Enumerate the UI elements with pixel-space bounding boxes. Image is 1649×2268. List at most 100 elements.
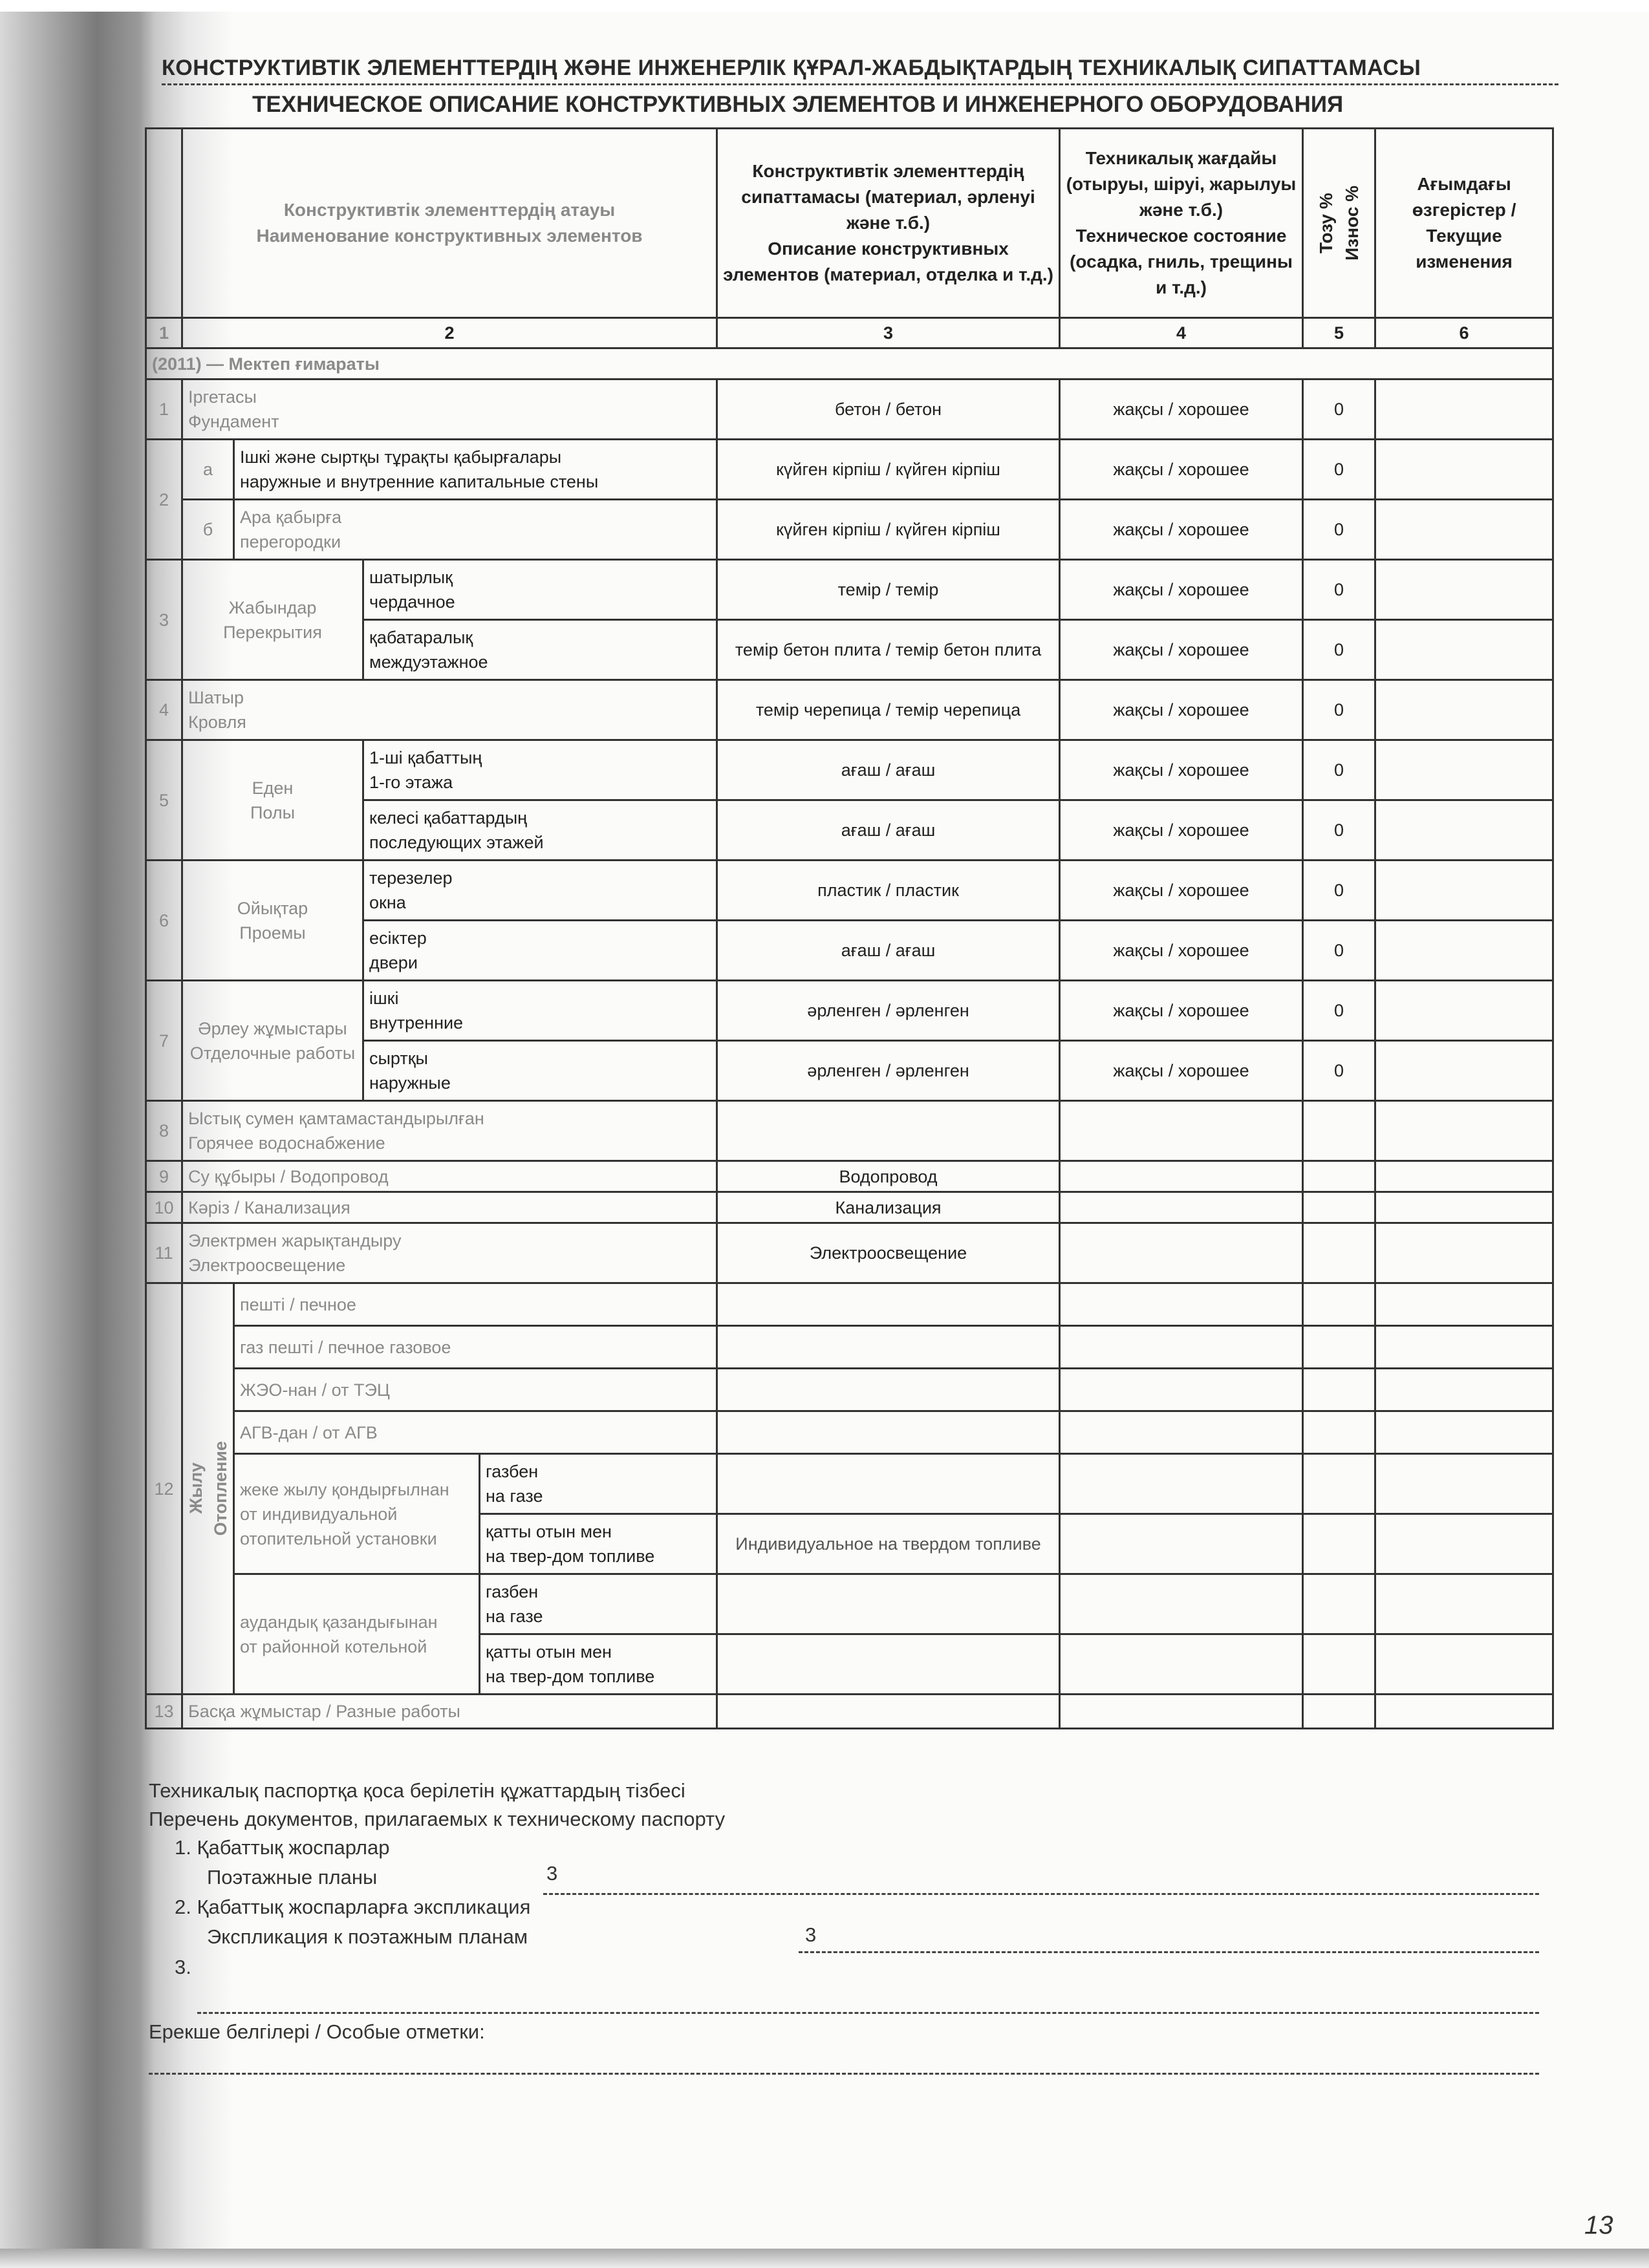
- element-name: пешті / печное: [232, 1282, 718, 1327]
- element-changes: [1374, 498, 1555, 561]
- row-number: 7: [145, 979, 183, 1102]
- table-row: 1 Іргетасы Фундамент бетон / бетон жақсы…: [145, 378, 1555, 440]
- element-name: Ыстық сумен қамтамастандырылған Горячее …: [180, 1100, 718, 1162]
- item1-underline: [543, 1893, 1539, 1895]
- element-wear: 0: [1302, 438, 1377, 500]
- header-row: Конструктивтік элементтердің атауы Наиме…: [145, 127, 1555, 319]
- table-row: қатты отын мен на твер-дом топливе: [146, 1633, 1555, 1695]
- table-row: 7 Әрлеу жұмыстары Отделочные работы ішкі…: [145, 979, 1555, 1102]
- row-number: 5: [145, 739, 183, 861]
- title-kz: КОНСТРУКТИВТІК ЭЛЕМЕНТТЕРДІҢ ЖӘНЕ ИНЖЕНЕ…: [162, 56, 1558, 85]
- row-number: 6: [145, 859, 183, 981]
- element-name: Кәріз / Канализация: [180, 1191, 718, 1224]
- scan-edge: [0, 2249, 1649, 2268]
- element-changes: [1374, 739, 1555, 801]
- element-group: Еден Полы: [181, 739, 364, 861]
- element-wear: 0: [1302, 679, 1377, 741]
- special-notes-label: Ерекше белгілері / Особые отметки:: [149, 2020, 485, 2043]
- header-changes: Ағымдағы өзгерістер / Текущие изменения: [1374, 127, 1555, 319]
- technical-description-table: Конструктивтік элементтердің атауы Наиме…: [144, 127, 1555, 1729]
- item2-kz: 2. Қабаттық жоспарларға экспликация: [175, 1896, 531, 1918]
- row-sub-number: б: [181, 498, 235, 561]
- table-row: сыртқы наружные әрленген / әрленген жақс…: [146, 1040, 1555, 1102]
- item2-ru: Экспликация к поэтажным планам: [207, 1925, 528, 1948]
- table-row: келесі қабаттардың последующих этажей ағ…: [146, 799, 1555, 861]
- element-group: аудандық қазандығынан от районной котель…: [233, 1573, 480, 1695]
- element-description: темір черепица / темір черепица: [716, 679, 1061, 741]
- element-name: ішкі внутренние: [361, 979, 718, 1042]
- element-description: ағаш / ағаш: [716, 739, 1061, 801]
- row-number: 13: [145, 1693, 183, 1729]
- row-sub-number: а: [181, 438, 235, 500]
- table-row: 9 Су құбыры / Водопровод Водопровод: [145, 1160, 1555, 1193]
- element-condition: жақсы / хорошее: [1059, 859, 1304, 921]
- element-description: әрленген / әрленген: [716, 979, 1061, 1042]
- element-name: келесі қабаттардың последующих этажей: [361, 799, 718, 861]
- row-number: 1: [145, 378, 183, 440]
- notes-underline: [149, 2073, 1539, 2075]
- col-number: 2: [180, 317, 718, 349]
- documents-list-kz: Техникалық паспортқа қоса берілетін құжа…: [149, 1779, 685, 1802]
- element-changes: [1374, 559, 1555, 621]
- element-changes: [1374, 979, 1555, 1042]
- col-number: 5: [1302, 317, 1377, 349]
- element-name: Электрмен жарықтандыру Электроосвещение: [180, 1222, 718, 1284]
- element-condition: жақсы / хорошее: [1059, 979, 1304, 1042]
- element-name: Ара қабырға перегородки: [232, 498, 718, 561]
- header-name: Конструктивтік элементтердің атауы Наиме…: [180, 127, 718, 319]
- element-description: пластик / пластик: [716, 859, 1061, 921]
- table-row: газ пешті / печное газовое: [146, 1325, 1555, 1369]
- element-name: газбен на газе: [478, 1573, 718, 1635]
- element-wear: 0: [1302, 378, 1377, 440]
- section-title: (2011) — Мектеп ғимараты: [144, 347, 1555, 380]
- table-row: қабатаралық междуэтажное темір бетон пли…: [146, 619, 1555, 681]
- element-condition: жақсы / хорошее: [1059, 739, 1304, 801]
- element-name: 1-ші қабаттың 1-го этажа: [361, 739, 718, 801]
- element-name: шатырлық чердачное: [361, 559, 718, 621]
- header-condition: Техникалық жағдайы (отыруы, шіруі, жарыл…: [1059, 127, 1304, 319]
- row-number: 2: [145, 438, 183, 561]
- element-description: Электроосвещение: [716, 1222, 1061, 1284]
- row-number: 9: [145, 1160, 183, 1193]
- element-group: Жабындар Перекрытия: [181, 559, 364, 681]
- element-group: Әрлеу жұмыстары Отделочные работы: [181, 979, 364, 1102]
- row-number: 3: [145, 559, 183, 681]
- table-row: 12 Жылу Отопление пешті / печное: [145, 1282, 1555, 1695]
- table-row: қатты отын мен на твер-дом топливе Индив…: [146, 1513, 1555, 1575]
- documents-list-ru: Перечень документов, прилагаемых к техни…: [149, 1808, 726, 1830]
- item1-kz: 1. Қабаттық жоспарлар: [175, 1836, 390, 1859]
- element-condition: жақсы / хорошее: [1059, 438, 1304, 500]
- item2-value: 3: [805, 1923, 817, 1946]
- section-row: (2011) — Мектеп ғимараты: [144, 347, 1555, 380]
- col-number: 3: [716, 317, 1061, 349]
- element-wear: 0: [1302, 979, 1377, 1042]
- element-name: сыртқы наружные: [361, 1040, 718, 1102]
- element-name: терезелер окна: [361, 859, 718, 921]
- element-changes: [1374, 1040, 1555, 1102]
- element-changes: [1374, 799, 1555, 861]
- table-row: б Ара қабырға перегородки күйген кірпіш …: [146, 498, 1555, 561]
- element-description: әрленген / әрленген: [716, 1040, 1061, 1102]
- element-description: Водопровод: [716, 1160, 1061, 1193]
- element-wear: 0: [1302, 739, 1377, 801]
- element-description: бетон / бетон: [716, 378, 1061, 440]
- element-wear: 0: [1302, 1040, 1377, 1102]
- element-wear: 0: [1302, 498, 1377, 561]
- element-wear: 0: [1302, 559, 1377, 621]
- title-ru: ТЕХНИЧЕСКОЕ ОПИСАНИЕ КОНСТРУКТИВНЫХ ЭЛЕМ…: [252, 92, 1344, 117]
- item1-ru: Поэтажные планы: [207, 1866, 378, 1888]
- element-condition: жақсы / хорошее: [1059, 559, 1304, 621]
- element-name: газбен на газе: [478, 1453, 718, 1515]
- element-name: қатты отын мен на твер-дом топливе: [478, 1513, 718, 1575]
- column-number-row: 1 2 3 4 5 6: [145, 317, 1555, 349]
- element-name: ЖЭО-нан / от ТЭЦ: [232, 1367, 718, 1412]
- element-changes: [1374, 619, 1555, 681]
- table-row: 5 Еден Полы 1-ші қабаттың 1-го этажа аға…: [145, 739, 1555, 861]
- item2-underline: [799, 1951, 1539, 1953]
- element-name: Шатыр Кровля: [180, 679, 718, 741]
- table-row: ЖЭО-нан / от ТЭЦ: [146, 1367, 1555, 1412]
- divider: [197, 2012, 1539, 2014]
- element-condition: жақсы / хорошее: [1059, 378, 1304, 440]
- header-description: Конструктивтік элементтердің сипаттамасы…: [716, 127, 1061, 319]
- element-changes: [1374, 919, 1555, 981]
